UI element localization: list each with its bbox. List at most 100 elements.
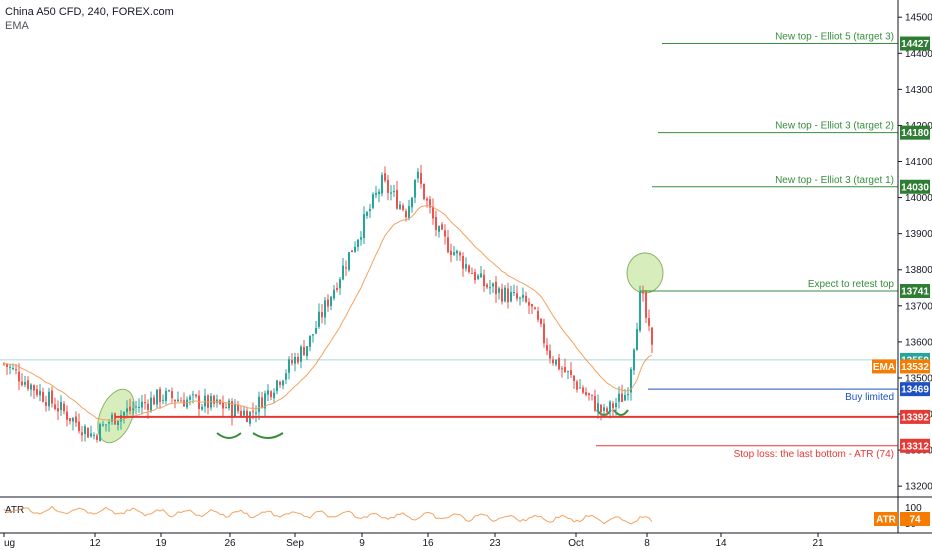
price-tag-target3 — [900, 36, 930, 51]
ema-name-box — [872, 359, 896, 374]
candle-body — [570, 370, 572, 375]
candle-body — [480, 273, 482, 278]
y-tick-label: 14400 — [905, 49, 932, 60]
price-tag-stop-text: 13312 — [901, 441, 929, 452]
candle-body — [540, 318, 542, 325]
candle-body — [444, 230, 446, 237]
candle-body — [420, 173, 422, 184]
y-tick-label: 13600 — [905, 337, 932, 348]
candle-body — [51, 390, 53, 404]
candle-body — [165, 390, 167, 401]
candle-body — [279, 381, 281, 385]
candle-body — [546, 344, 548, 351]
y-tick-label: 14100 — [905, 157, 932, 168]
candle-body — [606, 408, 608, 412]
candle-body — [609, 401, 611, 412]
bottom-arc — [216, 432, 242, 439]
candle-body — [315, 327, 317, 334]
price-tag-buy — [900, 382, 930, 397]
candle-body — [366, 212, 368, 216]
candle-body — [54, 404, 56, 410]
y-tick-label: 14500 — [905, 13, 932, 24]
candle-body — [309, 335, 311, 347]
candle-body — [645, 292, 647, 318]
candle-body — [624, 394, 626, 401]
candle-body — [459, 252, 461, 256]
candle-body — [147, 403, 149, 410]
candle-body — [537, 310, 539, 320]
candle-body — [102, 424, 104, 426]
candle-body — [60, 402, 62, 411]
candle-body — [189, 396, 191, 400]
price-tag-retest — [900, 284, 930, 299]
candle-body — [507, 288, 509, 303]
candle-body — [564, 366, 566, 372]
atr-name-text: ATR — [876, 515, 897, 526]
candle-body — [111, 414, 113, 422]
candle-body — [201, 406, 203, 410]
ema-layer — [3, 204, 653, 421]
candle-body — [324, 300, 326, 318]
candle-body — [6, 363, 8, 367]
candle-body — [276, 380, 278, 392]
x-tick-label: 26 — [224, 538, 236, 549]
candle-body — [129, 406, 131, 411]
candle-body — [399, 204, 401, 209]
candle-body — [156, 389, 158, 405]
candle-body — [213, 395, 215, 404]
ema-legend[interactable]: EMA — [5, 20, 29, 32]
candle-body — [504, 287, 506, 302]
candle-body — [45, 402, 47, 406]
candle-body — [351, 250, 353, 253]
level-label-stop: Stop loss: the last bottom - ATR (74) — [734, 449, 894, 460]
candle-body — [438, 226, 440, 232]
candle-body — [18, 371, 20, 382]
candle-body — [393, 190, 395, 192]
candle-body — [231, 401, 233, 417]
candle-body — [252, 411, 254, 413]
candle-body — [312, 334, 314, 336]
chart-title: China A50 CFD, 240, FOREX.com — [5, 6, 174, 18]
candle-body — [636, 329, 638, 351]
candle-body — [339, 279, 341, 289]
candle-body — [264, 393, 266, 409]
candle-body — [594, 395, 596, 411]
price-tag-target1-text: 14030 — [901, 182, 929, 193]
candle-body — [93, 434, 95, 436]
level-label-buy: Buy limited — [845, 392, 894, 403]
candle-body — [585, 392, 587, 395]
x-tick-label: ug — [4, 538, 15, 549]
candle-body — [525, 295, 527, 302]
candle-body — [234, 403, 236, 417]
candle-body — [612, 403, 614, 409]
candle-body — [597, 403, 599, 411]
candle-body — [417, 171, 419, 179]
candle-body — [327, 299, 329, 307]
price-tag-support — [900, 409, 930, 424]
candle-body — [495, 281, 497, 295]
candle-body — [222, 402, 224, 409]
candle-body — [414, 179, 416, 198]
candle-body — [42, 391, 44, 402]
candle-body — [24, 382, 26, 385]
candle-body — [345, 267, 347, 269]
candle-body — [543, 323, 545, 344]
price-tag-atr-text: 74 — [909, 515, 921, 526]
x-tick-label: 16 — [422, 538, 434, 549]
candle-body — [9, 366, 11, 368]
candle-body — [132, 408, 134, 410]
x-tick-label: 19 — [155, 538, 167, 549]
x-tick-label: 12 — [89, 538, 101, 549]
candle-body — [591, 394, 593, 396]
candle-body — [510, 292, 512, 302]
y-tick-label: 13900 — [905, 229, 932, 240]
candle-body — [66, 411, 68, 420]
x-tick-label: 21 — [812, 538, 824, 549]
candle-body — [396, 189, 398, 209]
candle-body — [285, 373, 287, 380]
candle-body — [465, 264, 467, 269]
candle-body — [168, 390, 170, 392]
candle-body — [429, 199, 431, 208]
